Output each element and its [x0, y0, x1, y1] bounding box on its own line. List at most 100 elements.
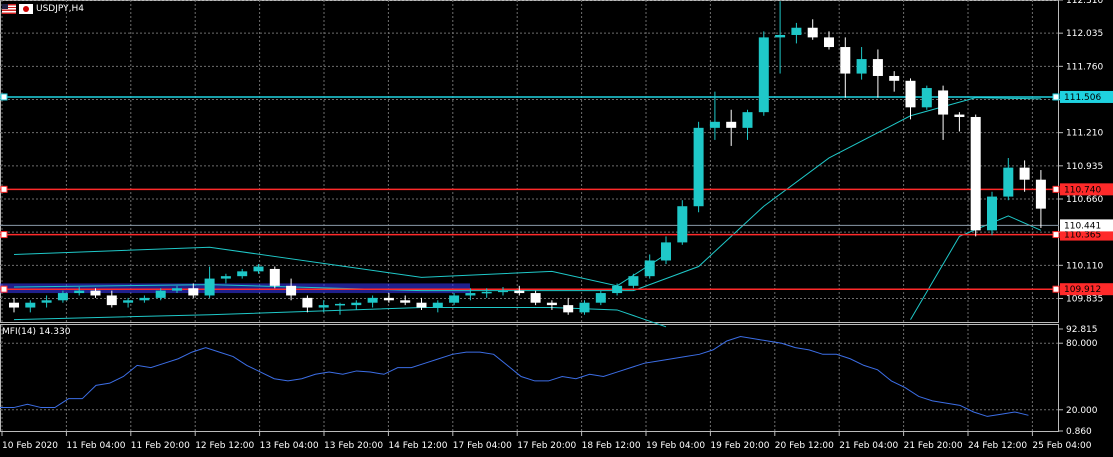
- candle-body: [1019, 167, 1030, 180]
- lower-band-line: [13, 307, 667, 328]
- candle-body: [889, 75, 900, 81]
- resistance-line-handle: [0, 93, 8, 101]
- candle-body: [970, 116, 981, 231]
- candle-body: [563, 305, 574, 313]
- candle-body: [742, 112, 753, 128]
- candle-body: [856, 59, 867, 74]
- mfi-tick-label: 80.000: [1066, 339, 1098, 349]
- candle-body: [383, 297, 394, 301]
- time-tick-label: 19 Feb 20:00: [710, 441, 769, 451]
- resistance-line-price-box: [1060, 90, 1113, 103]
- candle-body: [595, 293, 606, 303]
- candle-body: [123, 300, 134, 303]
- candle-body: [498, 290, 508, 293]
- candle-body: [693, 127, 704, 207]
- time-tick-label: 21 Feb 20:00: [904, 441, 963, 451]
- candle-body: [335, 303, 345, 306]
- level-line-2-price-box: [1060, 228, 1113, 241]
- time-tick-label: 20 Feb 12:00: [775, 441, 834, 451]
- time-tick-label: 13 Feb 20:00: [324, 441, 383, 451]
- candle-body: [546, 302, 557, 306]
- time-tick-label: 24 Feb 12:00: [968, 441, 1027, 451]
- price-tick-label: 109.835: [1066, 294, 1103, 304]
- candle-body: [351, 302, 362, 306]
- candle-body: [449, 295, 460, 303]
- level-line-3-handle: [1052, 285, 1060, 293]
- time-tick-label: 18 Feb 12:00: [582, 441, 641, 451]
- candle-body: [612, 285, 623, 294]
- candle-body: [41, 300, 52, 303]
- candle-body: [465, 293, 476, 296]
- candle-body: [954, 114, 965, 117]
- price-tick-label: 110.110: [1066, 261, 1103, 271]
- time-tick-label: 12 Feb 12:00: [195, 441, 254, 451]
- level-line-3-price-box: [1060, 283, 1113, 296]
- level-line-2-handle: [0, 231, 8, 239]
- candle-body: [1003, 167, 1014, 197]
- time-tick-label: 14 Feb 12:00: [388, 441, 447, 451]
- candle-body: [579, 302, 590, 313]
- candle-body: [840, 47, 851, 74]
- candle-body: [1035, 179, 1046, 209]
- candle-body: [416, 302, 427, 308]
- candle-body: [807, 27, 818, 38]
- candle-body: [432, 302, 443, 308]
- candle-body: [237, 271, 248, 277]
- mfi-tick-label: 20.000: [1066, 406, 1098, 416]
- time-tick-label: 17 Feb 04:00: [453, 441, 512, 451]
- candle-body: [628, 276, 639, 286]
- level-line-1-handle: [0, 185, 8, 193]
- candle-body: [269, 268, 280, 286]
- time-tick-label: 25 Feb 04:00: [1032, 441, 1091, 451]
- chart-header: USDJPY,H4: [2, 2, 84, 16]
- level-line-2-price-label: 110.365: [1064, 231, 1101, 241]
- candle-body: [253, 266, 264, 272]
- candle-body: [775, 34, 786, 38]
- upper-band-line: [13, 246, 667, 287]
- level-line-1-price-label: 110.740: [1064, 185, 1101, 195]
- candle-body: [9, 302, 19, 308]
- lower-band-tail-line: [910, 215, 1042, 320]
- candle-body: [57, 293, 68, 301]
- current-price-label: 110.441: [1064, 221, 1101, 231]
- candle-body: [172, 288, 182, 291]
- candle-body: [661, 242, 671, 261]
- candle-body: [514, 290, 525, 294]
- blue-zone: [0, 283, 470, 294]
- candle-body: [644, 260, 655, 277]
- candle-body: [726, 121, 737, 128]
- level-line-2-handle: [1052, 231, 1060, 239]
- candle-body: [905, 80, 916, 108]
- candle-body: [90, 290, 101, 296]
- candle-body: [791, 27, 802, 35]
- candle-body: [938, 90, 949, 115]
- symbol-label: USDJPY,H4: [36, 4, 84, 14]
- price-tick-label: 112.035: [1066, 29, 1103, 39]
- time-tick-label: 19 Feb 04:00: [646, 441, 705, 451]
- candle-body: [204, 278, 215, 296]
- candle-body: [302, 297, 313, 308]
- candle-body: [987, 196, 997, 231]
- candle-body: [25, 302, 36, 308]
- level-line-1-price-box: [1060, 183, 1113, 196]
- candle-body: [106, 295, 117, 306]
- level-line-3-price-label: 109.912: [1064, 285, 1101, 295]
- time-tick-label: 11 Feb 04:00: [66, 441, 125, 451]
- price-tick-label: 110.935: [1066, 162, 1103, 172]
- candle-body: [677, 206, 688, 243]
- candle-body: [709, 121, 720, 128]
- candle-body: [318, 305, 329, 308]
- candle-body: [921, 88, 932, 108]
- candle-body: [155, 290, 166, 298]
- resistance-line-price-label: 111.506: [1064, 93, 1101, 103]
- candle-body: [872, 59, 883, 76]
- candle-body: [824, 37, 834, 48]
- candle-body: [139, 297, 150, 301]
- time-tick-label: 17 Feb 20:00: [517, 441, 576, 451]
- price-tick-label: 111.210: [1066, 129, 1103, 139]
- resistance-line-handle: [1052, 93, 1060, 101]
- candle-body: [367, 297, 378, 303]
- candle-body: [286, 285, 297, 296]
- price-tick-label: 111.760: [1066, 62, 1103, 72]
